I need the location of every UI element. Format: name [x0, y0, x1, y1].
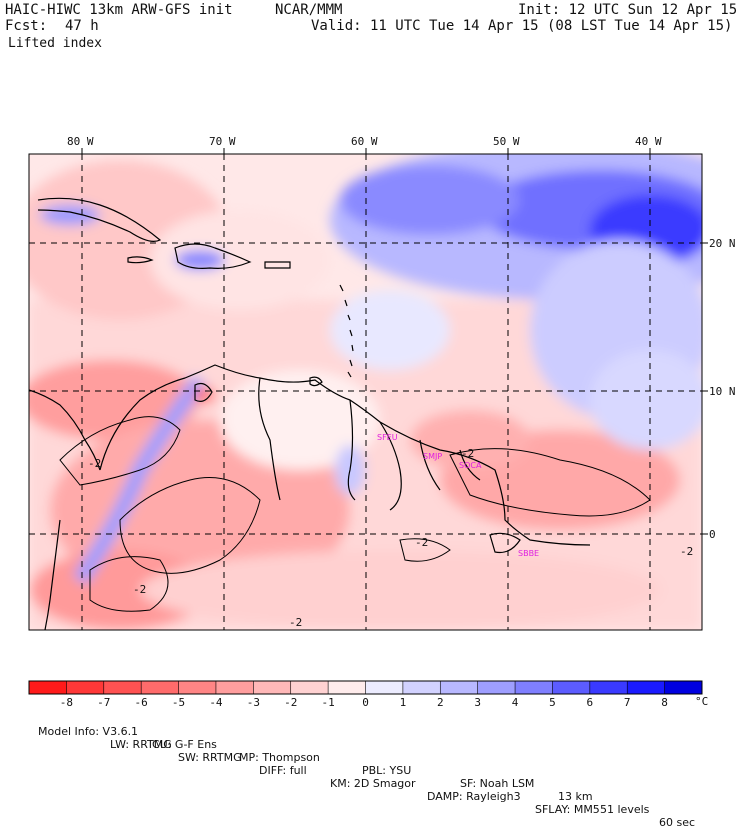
colorbar-segment	[477, 681, 516, 694]
contour-label: -2	[289, 616, 302, 629]
contour-label: -2	[415, 536, 428, 549]
colorbar-tick-labels: -8 -7 -6 -5 -4 -3 -2 -1 0 1 2 3 4 5 6 7 8	[60, 696, 668, 709]
contour-label: -2	[680, 545, 693, 558]
lat-label: 20 N	[709, 237, 736, 250]
station-label: SMJP	[423, 452, 442, 461]
lon-label: 80 W	[67, 135, 94, 148]
colorbar-tick-label: -5	[172, 696, 185, 709]
colorbar-segment	[627, 681, 666, 694]
footer-item: SFLAY: MM5	[535, 803, 600, 816]
fcst-label: Fcst:	[5, 18, 48, 34]
footer-item: KM: 2D Smagor	[330, 777, 416, 790]
colorbar-tick-label: -7	[97, 696, 110, 709]
field-name: Lifted index	[8, 36, 102, 51]
colorbar	[29, 681, 703, 694]
footer-line-2: LW: RRTMG SW: RRTMG DIFF: full KM: 2D Sm…	[103, 725, 600, 816]
lon-label: 40 W	[635, 135, 662, 148]
colorbar-segment	[664, 681, 703, 694]
colorbar-segment	[178, 681, 217, 694]
station-label: SBBE	[518, 549, 539, 558]
colorbar-segment	[290, 681, 329, 694]
footer-item: SF: Noah LSM	[460, 777, 535, 790]
footer-item: DAMP: Rayleigh3	[427, 790, 521, 803]
colorbar-segment	[365, 681, 404, 694]
lifted-index-field	[29, 154, 702, 630]
colorbar-tick-label: -1	[321, 696, 334, 709]
colorbar-segment	[29, 681, 67, 694]
lon-label: 50 W	[493, 135, 520, 148]
footer-item: SW: RRTMG	[178, 751, 242, 764]
colorbar-tick-label: 8	[661, 696, 668, 709]
contours	[59, 416, 651, 612]
colorbar-segment	[328, 681, 366, 694]
colorbar-tick-label: 1	[400, 696, 407, 709]
colorbar-frame	[28, 680, 703, 695]
axis-ticks	[81, 148, 708, 535]
colorbar-tick-label: -2	[284, 696, 297, 709]
org-label: NCAR/MMM	[275, 2, 343, 18]
lat-label: 0	[709, 528, 716, 541]
colorbar-segment	[402, 681, 441, 694]
graticule	[29, 154, 702, 630]
contour-label: -2	[461, 447, 474, 460]
contour-label: -2	[88, 457, 101, 470]
init-time: Init: 12 UTC Sun 12 Apr 15	[518, 2, 738, 18]
colorbar-tick-label: 4	[512, 696, 519, 709]
colorbar-tick-label: 0	[362, 696, 369, 709]
footer-item: DIFF: full	[259, 764, 307, 777]
colorbar-segment	[141, 681, 180, 694]
colorbar-segment	[103, 681, 142, 694]
coastlines	[29, 197, 591, 630]
model-title: HAIC-HIWC 13km ARW-GFS init	[5, 2, 233, 18]
footer-item: 13 km	[558, 790, 593, 803]
colorbar-segment	[215, 681, 254, 694]
footer-item: MP: Thompson	[239, 751, 320, 764]
colorbar-tick-label: -4	[209, 696, 223, 709]
map-figure: 80 W 70 W 60 W 50 W 40 W 20 N 10 N 0 -2 …	[28, 135, 736, 709]
valid-time: Valid: 11 UTC Tue 14 Apr 15 (08 LST Tue …	[311, 18, 733, 34]
footer-item: Model Info: V3.6.1	[38, 725, 139, 738]
footer-item: 51 levels	[600, 803, 650, 816]
lat-label: 10 N	[709, 385, 736, 398]
station-label: SFEU	[377, 433, 398, 442]
colorbar-segment	[589, 681, 628, 694]
lon-label: 60 W	[351, 135, 378, 148]
colorbar-tick-label: -3	[247, 696, 260, 709]
colorbar-tick-label: 6	[587, 696, 594, 709]
contour-label: -2	[133, 583, 146, 596]
colorbar-segment	[515, 681, 553, 694]
colorbar-unit: °C	[695, 695, 708, 708]
colorbar-tick-label: 3	[474, 696, 481, 709]
colorbar-segment	[552, 681, 591, 694]
colorbar-tick-label: -8	[60, 696, 73, 709]
fcst-value: 47 h	[65, 18, 99, 34]
lon-label: 70 W	[209, 135, 236, 148]
colorbar-tick-label: 7	[624, 696, 631, 709]
station-label: SOCA	[459, 461, 482, 470]
footer-item: 60 sec	[659, 816, 696, 829]
colorbar-tick-label: -6	[135, 696, 148, 709]
colorbar-tick-label: 2	[437, 696, 444, 709]
colorbar-segment	[253, 681, 292, 694]
colorbar-segment	[440, 681, 479, 694]
colorbar-tick-label: 5	[549, 696, 556, 709]
footer-item: PBL: YSU	[362, 764, 412, 777]
colorbar-segment	[66, 681, 105, 694]
